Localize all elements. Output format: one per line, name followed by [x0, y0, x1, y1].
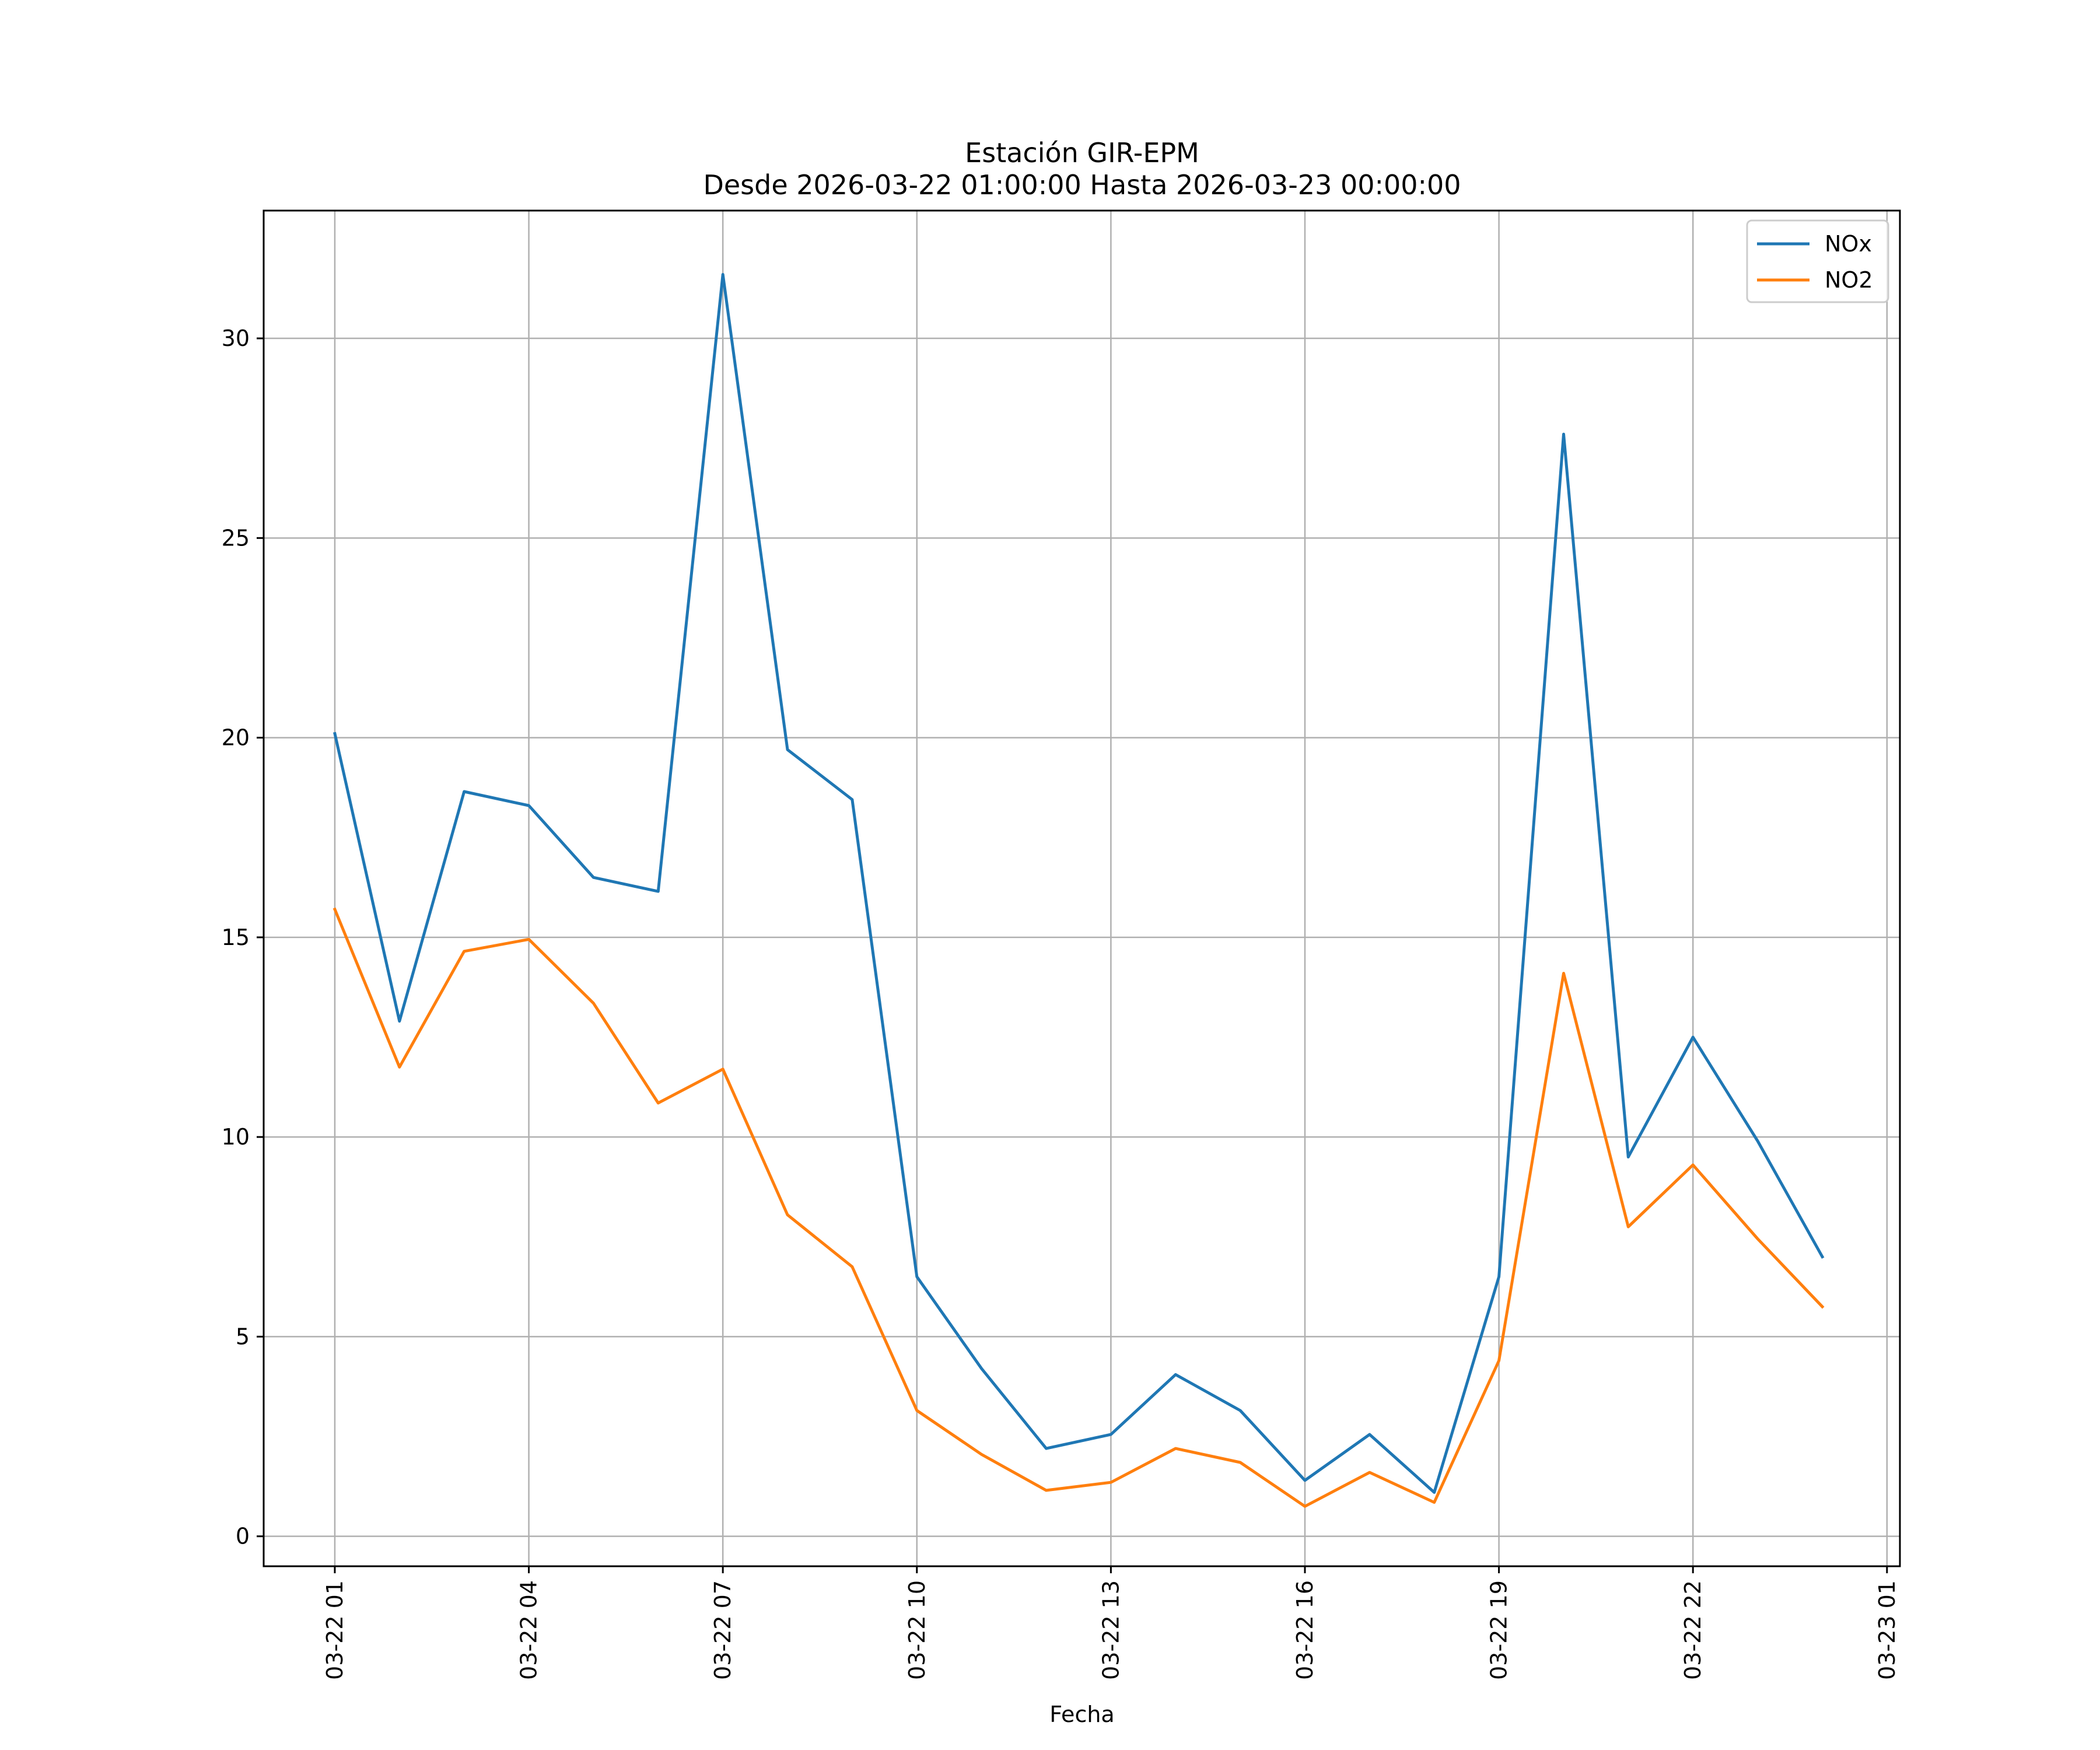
legend-box: [1746, 219, 1889, 303]
x-tick-label: 03-22 19: [1486, 1580, 1512, 1680]
x-tick-label: 03-22 22: [1680, 1580, 1706, 1680]
grid: [264, 211, 1900, 1566]
series-lines: [332, 273, 1825, 1508]
x-tick-label: 03-22 16: [1292, 1580, 1318, 1680]
series-line-no2: [332, 907, 1825, 1508]
y-tick-label: 10: [222, 1124, 250, 1150]
y-tick-label: 15: [222, 925, 250, 950]
legend: NOx NO2: [1746, 219, 1889, 303]
x-tick-label: 03-22 10: [904, 1580, 930, 1680]
x-axis: 03-22 01 03-22 04 03-22 07 03-22 10 03-22 13…: [322, 1566, 1900, 1680]
chart-subtitle: Desde 2026-03-22 01:00:00 Hasta 2026-03-…: [703, 169, 1461, 201]
x-tick-label: 03-22 01: [322, 1580, 348, 1680]
chart-title: Estación GIR-EPM: [965, 137, 1199, 169]
legend-label-nox: NOx: [1825, 231, 1872, 257]
series-line-nox: [333, 273, 1825, 1494]
y-tick-label: 20: [222, 725, 250, 751]
x-tick-label: 03-22 07: [710, 1580, 736, 1680]
legend-label-no2: NO2: [1825, 267, 1873, 293]
plot-frame: [262, 209, 1901, 1567]
x-tick-label: 03-23 01: [1874, 1580, 1900, 1680]
y-axis: 0 5 10 15 20 25 30: [222, 326, 264, 1549]
x-tick-label: 03-22 04: [516, 1580, 542, 1680]
y-tick-label: 5: [236, 1324, 250, 1349]
y-tick-label: 0: [236, 1524, 250, 1549]
x-axis-label: Fecha: [1049, 1702, 1114, 1727]
x-tick-label: 03-22 13: [1098, 1580, 1124, 1680]
y-tick-label: 30: [222, 326, 250, 351]
y-tick-label: 25: [222, 525, 250, 551]
